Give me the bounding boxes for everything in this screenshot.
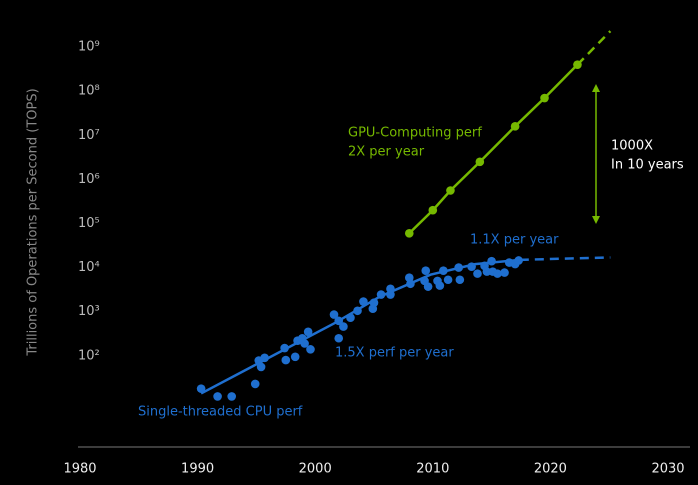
y-tick-label: 10⁸ [78,84,100,99]
data-point [421,266,431,276]
data-point [475,157,485,167]
data-point [404,228,414,238]
series-line [519,256,611,262]
data-point [256,362,266,372]
data-point [329,310,339,319]
data-point [510,121,520,131]
y-tick-label: 10³ [78,304,100,319]
data-point [227,392,237,401]
x-tick-label: 2030 [651,462,684,477]
data-point [435,281,445,290]
x-tick-label: 2000 [299,462,332,477]
data-point [482,267,492,276]
annotation: GPU-Computing perf [348,126,482,141]
x-tick-label: 1990 [181,462,214,477]
annotation: 1000X [611,139,653,154]
annotation: Single-threaded CPU perf [138,405,303,420]
annotation: 1.1X per year [470,233,559,248]
data-point [196,384,206,393]
y-tick-label: 10⁷ [78,128,100,143]
y-tick-label: 10⁶ [78,172,100,187]
data-point [423,282,433,291]
data-point [473,269,482,278]
x-tick-label: 2020 [534,462,567,477]
annotation: 1.5X perf per year [335,346,454,361]
data-point [428,205,438,215]
data-point [540,93,549,103]
data-point [493,269,502,278]
y-tick-label: 10⁵ [78,216,100,231]
data-point [303,327,313,337]
y-axis-label: Trillions of Operations per Second (TOPS… [26,88,41,356]
data-point [213,392,222,401]
annotation: In 10 years [611,158,684,173]
data-point [500,268,509,277]
data-point [290,352,300,362]
data-point [455,275,465,285]
y-tick-label: 10⁹ [78,40,100,55]
x-tick-label: 1980 [63,462,96,477]
data-point [250,379,260,389]
data-point [334,333,344,343]
y-tick-label: 10² [78,348,100,363]
data-point [443,275,453,285]
series-line [576,30,612,66]
data-point [339,322,348,331]
annotation: 2X per year [348,145,425,160]
data-point [446,186,455,195]
x-tick-label: 2010 [416,462,449,477]
data-point [306,345,315,354]
data-point [281,355,291,365]
y-tick-label: 10⁴ [78,260,100,275]
series-line [200,258,520,395]
